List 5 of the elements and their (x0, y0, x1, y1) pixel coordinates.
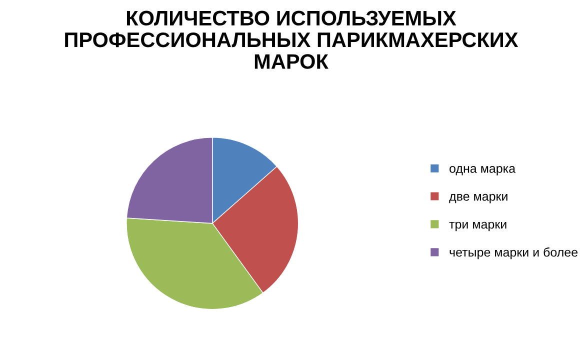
legend-label: три марки (449, 222, 506, 232)
legend-label: две марки (449, 194, 508, 204)
legend-label: одна марка (450, 166, 516, 176)
chart-title: КОЛИЧЕСТВО ИСПОЛЬЗУЕМЫХ ПРОФЕССИОНАЛЬНЫХ ПАРИКМАХЕРСКИХ МАРОК (65, 10, 518, 69)
legend-label: четыре марки и более (450, 247, 578, 260)
